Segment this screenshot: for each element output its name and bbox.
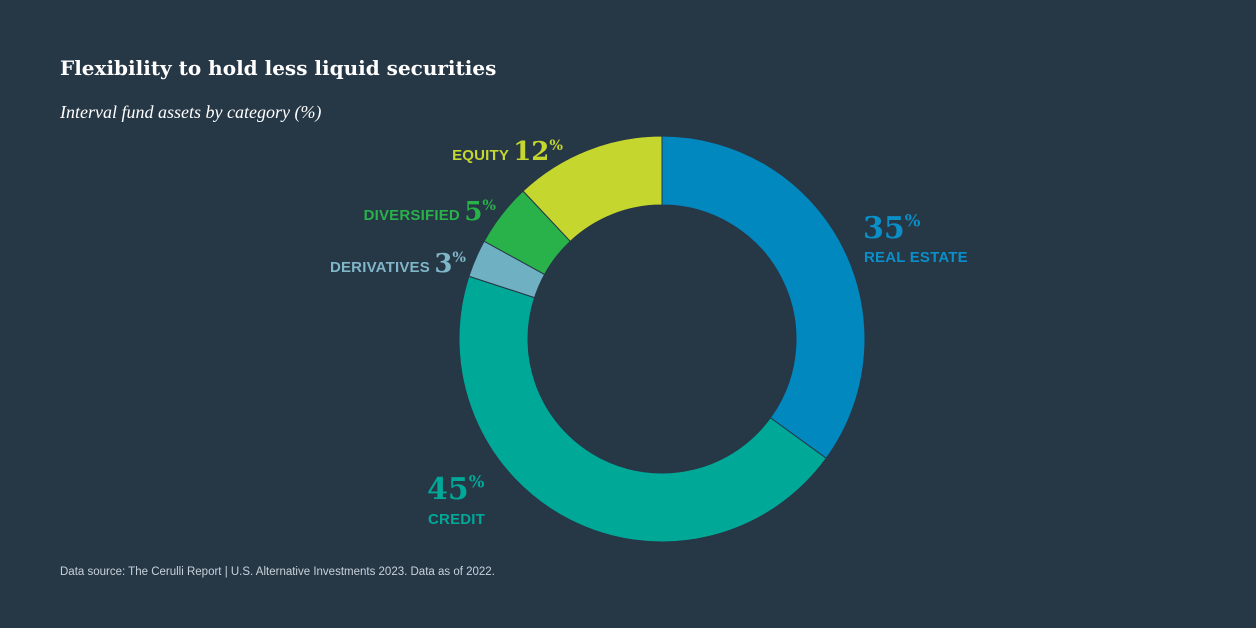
category-label-equity: EQUITY [452,147,513,164]
chart-subtitle: Interval fund assets by category (%) [60,102,322,122]
slice-equity [522,135,663,243]
value-label-real-estate: 35% [863,211,921,246]
chart-title: Flexibility to hold less liquid securiti… [60,56,497,80]
slice-real-estate [661,135,866,460]
value-label-derivatives: 3 [434,249,452,279]
value-label-credit: 45% [427,472,485,507]
label-diversified: DIVERSIFIED 5% [364,197,497,227]
label-derivatives: DERIVATIVES 3% [330,249,466,279]
category-label-derivatives: DERIVATIVES [330,259,434,276]
category-label-credit: CREDIT [428,511,485,528]
data-source-note: Data source: The Cerulli Report | U.S. A… [60,566,495,578]
category-label-real-estate: REAL ESTATE [864,249,968,266]
slice-credit [458,275,827,543]
donut-slices [458,135,866,543]
value-label-equity: 12 [513,137,549,167]
category-label-diversified: DIVERSIFIED [364,207,465,224]
label-equity: EQUITY 12% [452,137,563,167]
value-label-diversified: 5 [464,197,482,227]
donut-labels: 35% REAL ESTATE 45% CREDIT DERIVATIVES 3% DIV… [330,137,968,528]
